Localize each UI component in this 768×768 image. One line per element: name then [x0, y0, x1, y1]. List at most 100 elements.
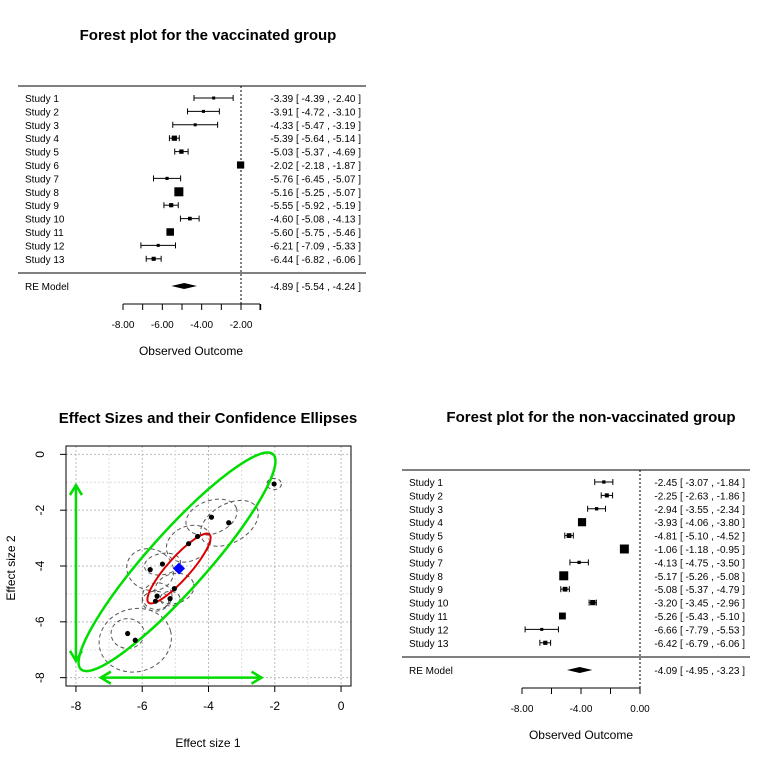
study-ci-text: -4.33 [ -5.47 , -3.19 ]	[270, 121, 361, 132]
study-label: Study 5	[25, 148, 59, 159]
effect-square	[188, 216, 192, 221]
study-ci-text: -5.08 [ -5.37 , -4.79 ]	[654, 585, 745, 596]
study-ci-text: -6.66 [ -7.79 , -5.53 ]	[654, 625, 745, 636]
effect-square	[577, 560, 581, 565]
study-point	[147, 567, 153, 573]
study-label: Study 4	[25, 134, 59, 145]
study-confidence-ellipse	[185, 498, 238, 536]
arrow-head	[98, 670, 112, 685]
study-label: Study 3	[409, 505, 443, 516]
x-tick-label: -4.00	[570, 704, 593, 715]
study-point	[132, 637, 138, 643]
ellipse-scatter-plot: Effect Sizes and their Confidence Ellips…	[4, 410, 357, 750]
study-ci-text: -4.13 [ -4.75 , -3.50 ]	[654, 558, 745, 569]
x-tick-label: -8.00	[511, 704, 534, 715]
study-label: Study 4	[409, 518, 443, 529]
effect-square	[171, 135, 177, 141]
study-ci-text: -6.44 [ -6.82 , -6.06 ]	[270, 255, 361, 266]
study-ci-text: -2.25 [ -2.63 , -1.86 ]	[654, 491, 745, 502]
study-label: Study 12	[25, 241, 65, 252]
summary-diamond	[566, 667, 593, 673]
x-tick-label: -2	[269, 699, 280, 713]
x-axis-label: Observed Outcome	[139, 344, 243, 358]
study-point	[125, 630, 131, 637]
study-label: Study 10	[25, 215, 65, 226]
study-label: Study 8	[409, 572, 443, 583]
study-point	[152, 598, 159, 604]
arrow-head	[68, 482, 84, 496]
x-axis-label: Effect size 1	[175, 736, 240, 750]
study-point	[194, 533, 201, 540]
study-ci-text: -2.45 [ -3.07 , -1.84 ]	[654, 478, 745, 489]
study-point	[159, 561, 166, 567]
study-confidence-ellipse	[159, 590, 181, 607]
x-axis-label: Observed Outcome	[529, 728, 633, 742]
study-point	[154, 593, 160, 599]
study-point	[186, 541, 192, 547]
effect-square	[562, 586, 568, 592]
study-point	[208, 514, 215, 520]
effect-square	[604, 493, 609, 498]
effect-square	[174, 187, 184, 197]
effect-square	[558, 612, 566, 620]
study-ci-text: -6.42 [ -6.79 , -6.06 ]	[654, 639, 745, 650]
study-ci-text: -6.21 [ -7.09 , -5.33 ]	[270, 241, 361, 252]
effect-square	[165, 176, 169, 180]
study-label: Study 7	[409, 558, 443, 569]
summary-ci-text: -4.09 [ -4.95 , -3.23 ]	[654, 666, 745, 677]
x-tick-label: -6.00	[151, 320, 174, 331]
study-label: Study 3	[25, 121, 59, 132]
forest-plot-non-vaccinated: Forest plot for the non-vaccinated group…	[402, 409, 750, 742]
study-label: Study 1	[25, 94, 59, 105]
effect-square	[543, 640, 548, 645]
study-label: Study 11	[25, 228, 64, 239]
x-tick-label: -4.00	[190, 320, 213, 331]
y-tick-label: 0	[33, 451, 47, 458]
study-label: Study 5	[409, 532, 443, 543]
study-confidence-ellipse	[143, 552, 181, 576]
x-tick-label: 0	[338, 699, 345, 713]
study-label: Study 2	[25, 107, 59, 118]
study-label: Study 2	[409, 491, 443, 502]
study-ci-text: -3.39 [ -4.39 , -2.40 ]	[270, 94, 361, 105]
study-label: Study 13	[25, 255, 65, 266]
effect-square	[156, 243, 160, 247]
chart-title: Effect Sizes and their Confidence Ellips…	[59, 410, 357, 427]
study-ci-text: -5.76 [ -6.45 , -5.07 ]	[270, 174, 361, 185]
forest-plot-vaccinated: Forest plot for the vaccinated group Obs…	[18, 27, 366, 358]
x-tick-label: -4	[203, 699, 214, 713]
y-axis-label: Effect size 2	[4, 535, 18, 600]
effect-square	[540, 627, 544, 631]
study-ci-text: -2.02 [ -2.18 , -1.87 ]	[270, 161, 361, 172]
study-confidence-ellipse	[141, 590, 170, 612]
study-confidence-ellipse	[98, 607, 172, 673]
effect-square	[577, 518, 587, 527]
effect-square	[590, 599, 596, 606]
study-label: Study 11	[409, 612, 448, 623]
study-ci-text: -3.91 [ -4.72 , -3.10 ]	[270, 107, 361, 118]
y-tick-label: -6	[33, 616, 47, 627]
study-ci-text: -5.60 [ -5.75 , -5.46 ]	[270, 228, 361, 239]
effect-square	[566, 533, 572, 538]
summary-diamond	[171, 283, 197, 289]
study-ci-text: -5.17 [ -5.26 , -5.08 ]	[654, 572, 745, 583]
study-label: Study 7	[25, 174, 59, 185]
y-tick-label: -4	[33, 560, 47, 571]
effect-square	[201, 109, 205, 113]
summary-label: RE Model	[409, 666, 453, 677]
pooled-confidence-ellipse	[146, 532, 212, 605]
study-label: Study 6	[25, 161, 59, 172]
effect-square	[151, 256, 156, 261]
effect-square	[179, 149, 184, 154]
study-point	[271, 481, 277, 487]
study-ci-text: -5.03 [ -5.37 , -4.69 ]	[270, 148, 361, 159]
effect-square	[237, 161, 245, 169]
study-ci-text: -4.60 [ -5.08 , -4.13 ]	[270, 215, 361, 226]
chart-title: Forest plot for the non-vaccinated group	[446, 409, 735, 426]
study-label: Study 13	[409, 639, 449, 650]
study-label: Study 10	[409, 599, 449, 610]
study-ci-text: -1.06 [ -1.18 , -0.95 ]	[654, 545, 745, 556]
x-tick-label: 0.00	[630, 704, 650, 715]
x-tick-label: -2.00	[230, 320, 253, 331]
